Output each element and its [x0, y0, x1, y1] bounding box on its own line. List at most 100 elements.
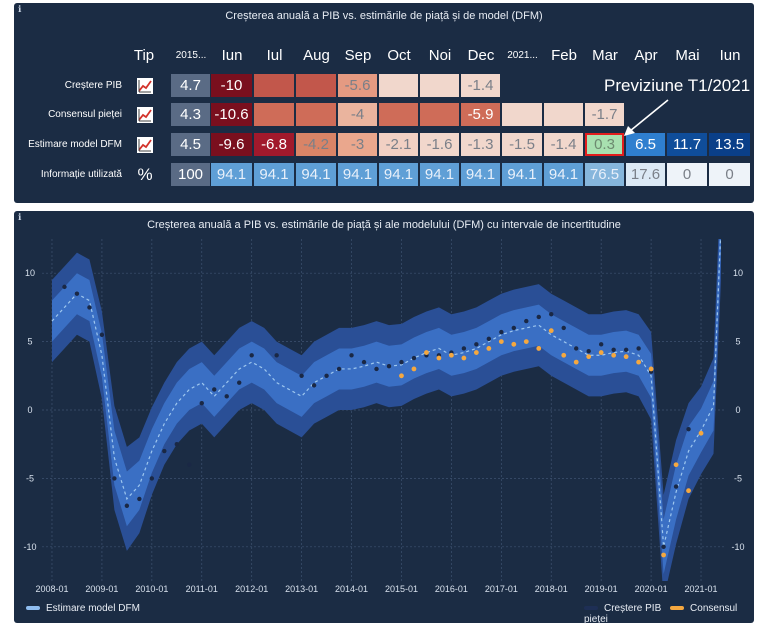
gdp-point	[99, 332, 105, 337]
header-col-4[interactable]: Sep	[344, 47, 372, 64]
uncertainty-band-inner	[51, 239, 722, 575]
table-cell: 94.1	[461, 163, 500, 186]
x-tick-label: 2010-01	[135, 584, 168, 594]
y-tick-label-right: 5	[735, 337, 740, 347]
table-cell: -10	[211, 74, 252, 97]
consensus-point	[399, 373, 404, 379]
header-col-7[interactable]: Dec	[467, 47, 495, 64]
x-tick-label: 2017-01	[485, 584, 518, 594]
header-col-11[interactable]: Apr	[634, 47, 658, 64]
header-col-1[interactable]: Iun	[221, 47, 243, 64]
table-cell: -1.3	[461, 133, 500, 156]
consensus-point	[536, 346, 542, 351]
table-cell: -1.4	[544, 133, 583, 156]
x-tick-label: 2009-01	[85, 584, 118, 594]
consensus-point	[411, 366, 417, 372]
consensus-point	[661, 552, 666, 558]
table-cell: 76.5	[585, 163, 624, 186]
trend-chart-icon	[124, 74, 166, 97]
consensus-point	[598, 350, 604, 355]
header-col-8[interactable]: 2021...	[507, 50, 538, 61]
table-cell	[254, 103, 294, 126]
x-tick-label: 2013-01	[285, 584, 318, 594]
gdp-point	[187, 462, 192, 467]
table-cell: -9.6	[211, 133, 252, 156]
header-tip: Tip	[133, 47, 155, 64]
gdp-point	[574, 346, 579, 351]
header-col-12[interactable]: Mai	[675, 47, 700, 64]
table-cell: -5.9	[461, 103, 500, 126]
table-cell	[420, 103, 459, 126]
y-tick-label-left: -5	[26, 473, 34, 483]
table-cell: 94.1	[254, 163, 294, 186]
header-col-5[interactable]: Oct	[387, 47, 411, 64]
legend-label-dfm: Estimare model DFM	[46, 603, 140, 614]
gdp-point	[549, 312, 554, 317]
gdp-point	[611, 347, 616, 353]
gdp-point	[374, 366, 379, 372]
header-col-0[interactable]: 2015...	[175, 50, 207, 61]
percent-icon: %	[137, 165, 153, 184]
header-col-9[interactable]: Feb	[551, 47, 577, 64]
table-cell: 94.1	[379, 163, 418, 186]
header-col-6[interactable]: Noi	[428, 47, 452, 64]
gdp-point	[137, 496, 142, 502]
gdp-point	[399, 359, 404, 365]
consensus-point	[698, 430, 704, 436]
consensus-point	[511, 341, 517, 347]
header-col-3[interactable]: Aug	[303, 47, 330, 64]
table-cell: 4.3	[171, 103, 210, 126]
table-cell: 94.1	[502, 163, 542, 186]
y-tick-label-right: -5	[734, 473, 742, 483]
y-tick-label-right: 10	[733, 268, 743, 278]
table-cell: 0.3	[585, 133, 624, 156]
info-icon[interactable]: ℹ	[18, 213, 22, 223]
chart-panel: ℹ Creșterea anuală a PIB vs. estimările …	[14, 211, 754, 625]
summary-table-panel: ℹ Creșterea anuală a PIB vs. estimările …	[14, 3, 754, 203]
table-cell: 13.5	[709, 133, 750, 156]
gdp-point	[324, 373, 329, 378]
x-tick-label: 2011-01	[186, 584, 218, 594]
gdp-point	[524, 318, 529, 324]
trend-chart-icon	[124, 133, 166, 156]
table-cell	[709, 103, 750, 126]
header-col-2[interactable]: Iul	[266, 47, 283, 64]
gdp-point	[499, 329, 504, 335]
gdp-point	[511, 325, 517, 331]
table-cell: 4.7	[171, 74, 210, 97]
gdp-point	[87, 305, 92, 310]
gdp-point	[636, 346, 641, 351]
info-icon[interactable]: ℹ	[18, 5, 22, 15]
gdp-point	[112, 476, 117, 481]
consensus-point	[523, 339, 529, 344]
table-cell: 94.1	[420, 163, 459, 186]
table-cell	[379, 74, 418, 97]
table-cell: -2.1	[379, 133, 418, 156]
table-cell: -1.4	[461, 74, 500, 97]
gdp-point	[461, 346, 467, 351]
gdp-point	[311, 383, 317, 388]
x-tick-label: 2019-01	[585, 584, 618, 594]
gdp-point	[224, 394, 229, 399]
legend-label-consensus: Consensul pieței	[584, 603, 738, 625]
legend-swatch-dfm	[26, 606, 40, 611]
x-tick-label: 2020-01	[635, 584, 668, 594]
gdp-point	[361, 359, 367, 365]
y-tick-label-left: 0	[27, 405, 32, 415]
table-cell	[667, 103, 707, 126]
table-cell: 4.5	[171, 133, 210, 156]
header-col-13[interactable]: Iun	[719, 47, 741, 64]
table-cell: 100	[171, 163, 210, 186]
y-tick-label-left: 10	[25, 268, 35, 278]
table-cell: -4	[338, 103, 377, 126]
header-col-10[interactable]: Mar	[592, 47, 618, 64]
gdp-point	[386, 364, 392, 369]
y-tick-label-left: 5	[27, 337, 32, 347]
gdp-point	[598, 342, 604, 347]
gdp-point	[74, 291, 80, 296]
gdp-point	[299, 373, 304, 378]
table-cell: 94.1	[338, 163, 377, 186]
row-label: Consensul pieței	[48, 109, 122, 120]
legend-left: Estimare model DFM	[26, 603, 140, 614]
consensus-point	[586, 354, 592, 360]
